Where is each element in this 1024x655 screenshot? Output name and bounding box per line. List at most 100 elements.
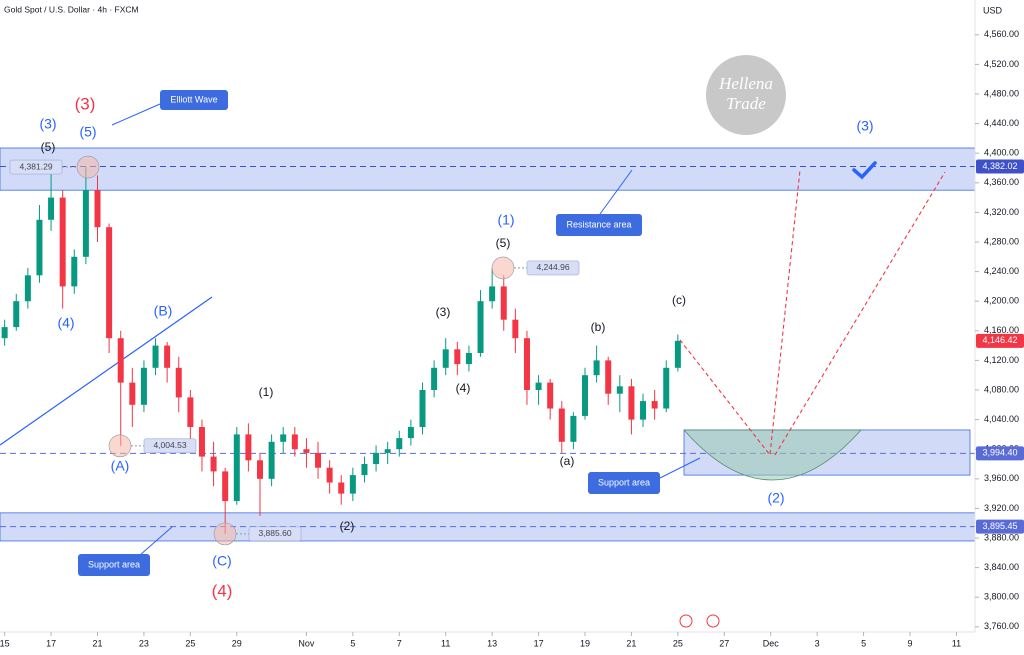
candle-body	[315, 452, 322, 468]
candle-body	[419, 390, 426, 428]
wave-label: (1)	[259, 385, 274, 399]
point-label: 4,381.29	[19, 161, 52, 171]
price-tag-label: 4,146.42	[982, 335, 1017, 345]
candle-body	[140, 367, 147, 405]
wave-label: (2)	[767, 490, 784, 506]
x-tick-label: 17	[534, 638, 544, 648]
candle-body	[187, 397, 194, 428]
candle-body	[547, 382, 554, 409]
candle-body	[117, 338, 124, 383]
candle-body	[268, 441, 275, 479]
callout-text: Support area	[88, 559, 140, 569]
candle-body	[59, 197, 66, 287]
callout-text: Elliott Wave	[170, 94, 217, 104]
y-tick-label: 3,960.00	[984, 473, 1019, 483]
point-label: 3,885.60	[258, 528, 291, 538]
wave-label: (3)	[856, 118, 873, 134]
wave-label: (4)	[212, 581, 233, 600]
callout-box	[160, 90, 228, 110]
callout-box	[588, 472, 660, 494]
y-tick-label: 4,360.00	[984, 177, 1019, 187]
price-tag	[976, 519, 1024, 534]
wave-label: (3)	[75, 94, 96, 113]
candle-body	[36, 219, 43, 276]
candle-body	[24, 275, 31, 302]
candle-body	[407, 427, 414, 439]
y-tick-label: 4,320.00	[984, 207, 1019, 217]
x-tick-label: 13	[487, 638, 497, 648]
support-curve	[683, 429, 862, 481]
y-tick-label: 4,120.00	[984, 355, 1019, 365]
candle-body	[175, 367, 182, 398]
candle-body	[94, 190, 101, 228]
check-mark	[852, 161, 877, 180]
x-tick-label: 3	[815, 638, 820, 648]
point-label: 4,244.96	[536, 262, 569, 272]
callout-box	[556, 214, 642, 236]
wave-label: (3)	[436, 305, 451, 319]
candle-body	[303, 449, 310, 453]
candle-body	[291, 434, 298, 450]
y-tick-label: 4,080.00	[984, 384, 1019, 394]
candle-body	[152, 345, 159, 368]
candle-body	[222, 471, 229, 502]
price-tags: 4,382.02 4,146.42 3,994.40 3,895.45	[976, 159, 1024, 534]
x-tick-label: 29	[232, 638, 242, 648]
point-label-box	[248, 526, 302, 542]
price-tag-label: 3,895.45	[982, 521, 1017, 531]
candle-body	[512, 319, 519, 339]
candle-body	[523, 338, 530, 391]
candle-body	[129, 382, 136, 405]
wave-label: (5)	[79, 124, 96, 140]
x-tick-label: 27	[719, 638, 729, 648]
candle-body	[1, 327, 8, 339]
point-marker	[213, 522, 237, 546]
y-tick-label: 4,200.00	[984, 296, 1019, 306]
candle-body	[245, 434, 252, 461]
candle-body	[454, 349, 461, 365]
candle-body	[82, 190, 89, 257]
candle-body	[361, 464, 368, 476]
candle-body	[651, 401, 658, 409]
point-label: 4,004.53	[153, 440, 186, 450]
candle-body	[477, 301, 484, 354]
x-tick-label: 23	[139, 638, 149, 648]
candle-body	[616, 386, 623, 394]
x-tick-label: Dec	[763, 638, 780, 648]
wave-label: (C)	[212, 553, 231, 569]
candle-body	[431, 367, 438, 391]
x-tick-label: 11	[441, 638, 450, 648]
candle-body	[535, 382, 542, 391]
projection-path	[774, 171, 946, 456]
point-label-box	[526, 260, 580, 276]
point-marker	[108, 434, 132, 458]
x-tick-label: 11	[952, 638, 961, 648]
candle-body	[13, 301, 20, 328]
candle-body	[257, 460, 263, 479]
x-tick-label: 17	[46, 638, 56, 648]
callout-line	[111, 103, 161, 126]
y-tick-label: 3,840.00	[984, 562, 1019, 572]
callout-box	[78, 554, 150, 576]
y-tick-label: 4,480.00	[984, 88, 1019, 98]
candle-body	[663, 367, 670, 409]
candle-body	[442, 349, 449, 368]
point-label-box	[143, 438, 197, 454]
price-tag-label: 4,382.02	[982, 161, 1017, 171]
event-icon[interactable]	[679, 614, 693, 628]
watermark-text: Hellena	[718, 74, 773, 93]
candle-body	[373, 452, 380, 465]
event-icon[interactable]	[706, 614, 720, 628]
candle-body	[640, 401, 647, 420]
y-tick-label: 4,400.00	[984, 148, 1019, 158]
point-label-box	[9, 159, 63, 175]
x-tick-label: 5	[350, 638, 355, 648]
wave-label: (4)	[456, 381, 471, 395]
x-tick-label: 15	[0, 638, 10, 648]
candle-body	[593, 360, 600, 376]
y-tick-label: 3,920.00	[984, 503, 1019, 513]
candle-body	[674, 340, 681, 368]
candle-body	[338, 482, 345, 494]
